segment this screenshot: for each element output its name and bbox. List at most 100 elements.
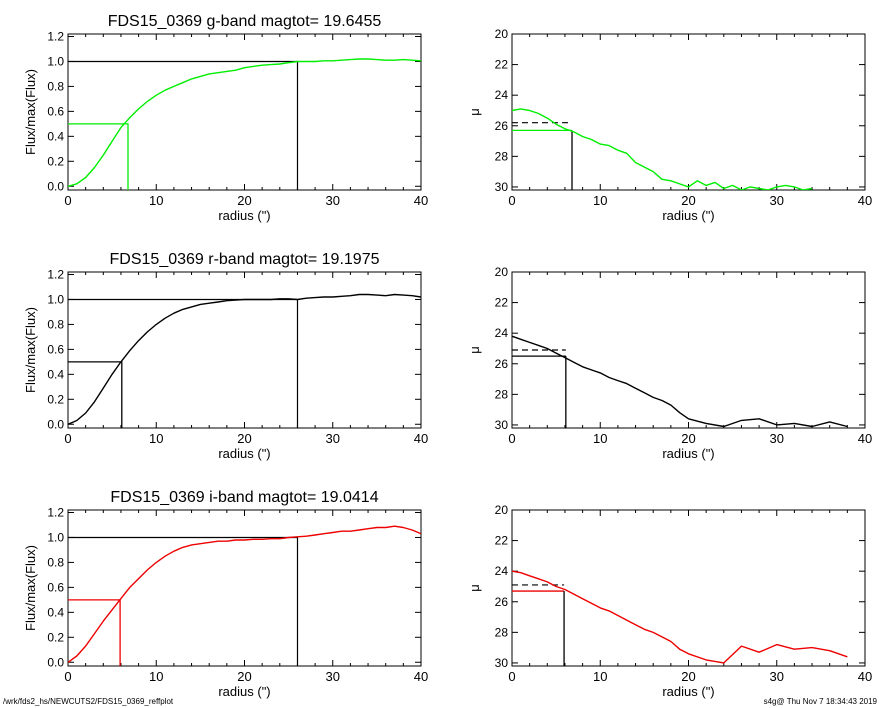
profile-series-i — [68, 525, 421, 663]
panel-g-growth-curve: 0 10 20 30 40 0.0 0.2 0.4 0.6 0.8 1.0 1.2 radius (")… — [23, 13, 428, 223]
x-axis-label: radius (") — [218, 446, 270, 461]
y-tick-label: 1.0 — [47, 292, 64, 306]
half-light-marker — [68, 361, 123, 428]
y-tick-label: 0.0 — [47, 179, 64, 193]
y-tick-label: 20 — [495, 265, 509, 279]
y-tick-label: 1.2 — [47, 29, 64, 43]
x-tick-label: 0 — [64, 431, 71, 446]
y-tick-label: 0.4 — [47, 605, 64, 619]
y-tick-label: 30 — [495, 180, 509, 194]
x-tick-label: 40 — [858, 669, 872, 684]
profile-series-r — [512, 335, 848, 428]
y-tick-label: 0.4 — [47, 367, 64, 381]
x-tick-label: 10 — [593, 431, 607, 446]
plot-frame — [67, 271, 422, 429]
y-axis-label: Flux/max(Flux) — [23, 545, 38, 631]
y-axis-label: Flux/max(Flux) — [23, 69, 38, 155]
x-tick-label: 10 — [149, 431, 163, 446]
x-tick-label: 30 — [770, 669, 784, 684]
y-tick-label: 24 — [495, 326, 509, 340]
y-tick-label: 0.2 — [47, 154, 64, 168]
y-tick-label: 26 — [495, 119, 509, 133]
x-axis-label: radius (") — [662, 446, 714, 461]
plot-title: FDS15_0369 r-band magtot= 19.1975 — [110, 251, 380, 268]
y-tick-label: 0.6 — [47, 342, 64, 356]
y-tick-label: 28 — [495, 625, 509, 639]
y-tick-label: 28 — [495, 149, 509, 163]
x-axis-label: radius (") — [218, 208, 270, 223]
x-tick-label: 10 — [593, 669, 607, 684]
y-tick-label: 26 — [495, 595, 509, 609]
x-tick-label: 20 — [237, 669, 251, 684]
y-tick-label: 24 — [495, 564, 509, 578]
x-tick-label: 30 — [770, 193, 784, 208]
x-tick-label: 40 — [414, 431, 428, 446]
plot-frame — [511, 33, 866, 191]
total-radius-marker — [68, 60, 299, 190]
y-tick-label: 22 — [495, 296, 509, 310]
y-tick-label: 30 — [495, 656, 509, 670]
file-path-label: /wrk/fds2_hs/NEWCUTS2/FDS15_0369_reffplo… — [3, 697, 174, 706]
x-tick-label: 20 — [681, 669, 695, 684]
y-tick-label: 1.0 — [47, 54, 64, 68]
panel-g-surface-brightness: 0 10 20 30 40 20 22 24 26 28 30 radius (") μ — [467, 27, 872, 223]
total-radius-marker — [68, 298, 299, 428]
profile-series-r — [68, 293, 421, 425]
x-tick-label: 0 — [508, 193, 515, 208]
x-tick-label: 20 — [681, 431, 695, 446]
timestamp-label: s4g@ Thu Nov 7 18:34:43 2019 — [763, 697, 877, 706]
y-axis-label: μ — [467, 108, 482, 116]
x-tick-label: 10 — [593, 193, 607, 208]
half-light-marker — [68, 123, 129, 190]
y-tick-label: 0.8 — [47, 317, 64, 331]
x-tick-label: 30 — [326, 669, 340, 684]
y-tick-label: 22 — [495, 58, 509, 72]
plot-frame — [67, 509, 422, 667]
y-tick-label: 0.2 — [47, 630, 64, 644]
x-tick-label: 0 — [508, 669, 515, 684]
y-tick-label: 0.8 — [47, 79, 64, 93]
y-tick-label: 0.0 — [47, 417, 64, 431]
y-tick-label: 0.0 — [47, 655, 64, 669]
profile-series-g — [512, 108, 813, 190]
plot-frame — [511, 509, 866, 667]
y-tick-label: 30 — [495, 418, 509, 432]
x-axis-label: radius (") — [662, 208, 714, 223]
y-tick-label: 0.6 — [47, 580, 64, 594]
x-tick-label: 40 — [414, 193, 428, 208]
y-tick-label: 1.0 — [47, 530, 64, 544]
x-axis-label: radius (") — [218, 684, 270, 699]
x-tick-label: 20 — [237, 193, 251, 208]
y-axis-label: Flux/max(Flux) — [23, 307, 38, 393]
plot-title: FDS15_0369 i-band magtot= 19.0414 — [110, 489, 378, 506]
x-tick-label: 10 — [149, 193, 163, 208]
panel-r-growth-curve: 0 10 20 30 40 0.0 0.2 0.4 0.6 0.8 1.0 1.2 radius (")… — [23, 251, 428, 461]
y-tick-label: 20 — [495, 27, 509, 41]
y-axis-label: μ — [467, 346, 482, 354]
panel-r-surface-brightness: 0 10 20 30 40 20 22 24 26 28 30 radius (") μ — [467, 265, 872, 461]
panel-i-growth-curve: 0 10 20 30 40 0.0 0.2 0.4 0.6 0.8 1.0 1.2 radius (")… — [23, 489, 428, 699]
y-tick-label: 26 — [495, 357, 509, 371]
y-tick-label: 24 — [495, 88, 509, 102]
y-tick-label: 1.2 — [47, 505, 64, 519]
x-tick-label: 30 — [326, 431, 340, 446]
x-tick-label: 30 — [326, 193, 340, 208]
y-tick-label: 0.6 — [47, 104, 64, 118]
y-tick-label: 0.2 — [47, 392, 64, 406]
total-radius-marker — [68, 536, 299, 666]
plot-frame — [67, 33, 422, 191]
x-tick-label: 40 — [858, 431, 872, 446]
y-tick-label: 20 — [495, 503, 509, 517]
x-tick-label: 30 — [770, 431, 784, 446]
profile-series-i — [512, 570, 848, 664]
y-tick-label: 0.8 — [47, 555, 64, 569]
y-tick-label: 22 — [495, 534, 509, 548]
x-axis-label: radius (") — [662, 684, 714, 699]
x-tick-label: 20 — [237, 431, 251, 446]
x-tick-label: 0 — [64, 193, 71, 208]
x-tick-label: 20 — [681, 193, 695, 208]
x-tick-label: 40 — [858, 193, 872, 208]
y-tick-label: 1.2 — [47, 267, 64, 281]
y-tick-label: 0.4 — [47, 129, 64, 143]
